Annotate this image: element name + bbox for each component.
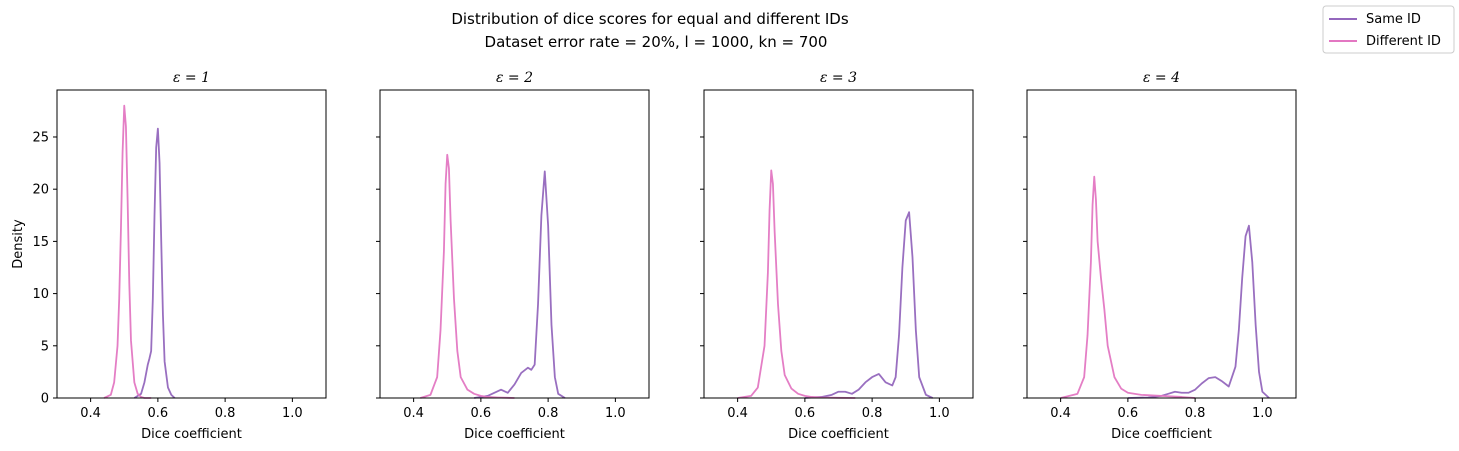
series-line-different-id	[1060, 175, 1196, 399]
legend-label-same-id: Same ID	[1366, 12, 1421, 27]
axes-frame	[56, 89, 327, 399]
panel-title: ε = 1	[173, 70, 210, 86]
legend-label-different-id: Different ID	[1366, 34, 1441, 49]
x-axis-label: Dice coefficient	[141, 427, 242, 442]
x-axis-label: Dice coefficient	[464, 427, 565, 442]
x-tick-label: 0.6	[148, 406, 169, 421]
panel-title: ε = 3	[820, 70, 857, 86]
x-tick-label: 0.8	[1185, 406, 1206, 421]
x-tick-label: 0.4	[80, 406, 101, 421]
chart-title: Distribution of dice scores for equal an…	[451, 10, 849, 28]
series-line-same-id	[804, 211, 934, 399]
x-tick-label: 1.0	[929, 406, 950, 421]
y-tick-label: 10	[32, 287, 49, 302]
y-tick-label: 15	[32, 235, 49, 250]
x-tick-label: 0.8	[538, 406, 559, 421]
y-tick-label: 0	[41, 392, 49, 407]
y-tick-label: 20	[32, 183, 49, 198]
x-tick-label: 0.8	[862, 406, 883, 421]
axes-frame	[1026, 89, 1297, 399]
x-tick-label: 0.6	[1118, 406, 1139, 421]
series-line-same-id	[1127, 224, 1270, 399]
y-tick-label: 25	[32, 130, 49, 145]
x-tick-label: 0.4	[1050, 406, 1071, 421]
x-tick-label: 1.0	[1252, 406, 1273, 421]
x-tick-label: 0.8	[215, 406, 236, 421]
panel-1: 0.4 0.6 0.8 1.0 0 5 10 15 20 25 Dice coefficient ε …	[11, 70, 327, 442]
panel-title: ε = 4	[1143, 70, 1180, 86]
panel-3: 0.4 0.6 0.8 1.0 Dice coefficient ε = 3	[700, 70, 974, 442]
panel-2: 0.4 0.6 0.8 1.0 Dice coefficient ε = 2	[376, 70, 650, 442]
chart-subtitle: Dataset error rate = 20%, l = 1000, kn =…	[485, 33, 828, 51]
series-line-different-id	[737, 169, 856, 399]
axes-frame	[379, 89, 650, 399]
y-tick-label: 5	[41, 339, 49, 354]
series-line-different-id	[420, 153, 515, 399]
panels: 0.4 0.6 0.8 1.0 0 5 10 15 20 25 Dice coefficient ε …	[11, 70, 1297, 442]
panel-4: 0.4 0.6 0.8 1.0 Dice coefficient ε = 4	[1023, 70, 1297, 442]
x-tick-label: 1.0	[605, 406, 626, 421]
panel-title: ε = 2	[496, 70, 533, 86]
series-line-different-id	[103, 104, 152, 399]
series-line-same-id	[474, 170, 566, 399]
y-axis-label: Density	[11, 219, 26, 269]
axes-frame	[703, 89, 974, 399]
x-tick-label: 0.4	[727, 406, 748, 421]
series-line-same-id	[133, 127, 176, 399]
legend: Same ID Different ID	[1322, 5, 1455, 54]
x-axis-label: Dice coefficient	[788, 427, 889, 442]
x-tick-label: 0.6	[471, 406, 492, 421]
x-tick-label: 1.0	[282, 406, 303, 421]
x-tick-label: 0.6	[795, 406, 816, 421]
x-axis-label: Dice coefficient	[1111, 427, 1212, 442]
x-tick-label: 0.4	[403, 406, 424, 421]
